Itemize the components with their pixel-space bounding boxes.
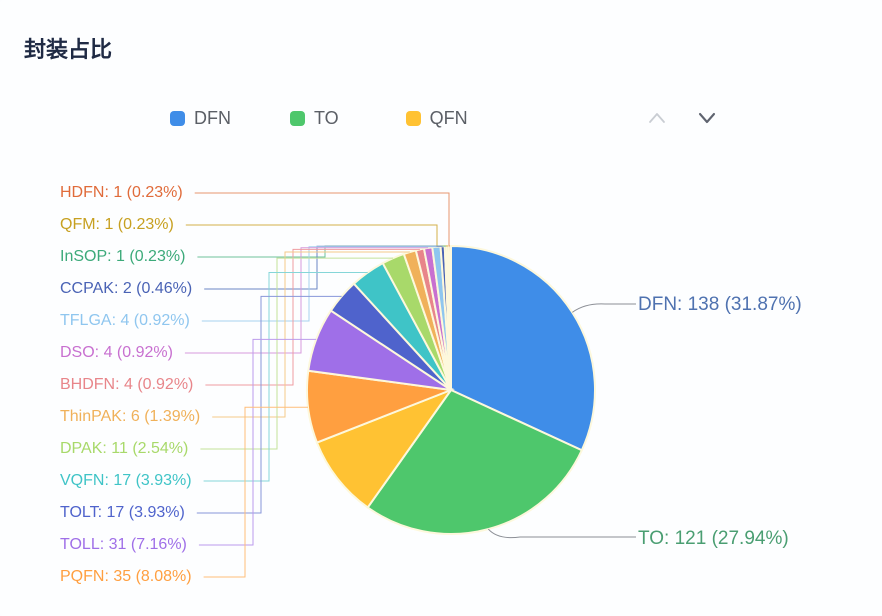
TOLT: TOLT: 17 (3.93%) xyxy=(60,505,185,521)
BHDFN: BHDFN: 4 (0.92%) xyxy=(60,377,193,393)
PQFN: PQFN: 35 (8.08%) xyxy=(60,569,192,585)
TO: TO: 121 (27.94%) xyxy=(638,529,789,548)
DPAK: DPAK: 11 (2.54%) xyxy=(60,441,188,457)
CCPAK: CCPAK: 2 (0.46%) xyxy=(60,281,192,297)
DSO: DSO: 4 (0.92%) xyxy=(60,345,173,361)
TOLL: TOLL: 31 (7.16%) xyxy=(60,537,187,553)
TFLGA: TFLGA: 4 (0.92%) xyxy=(60,313,190,329)
ThinPAK: ThinPAK: 6 (1.39%) xyxy=(60,409,200,425)
QFM: QFM: 1 (0.23%) xyxy=(60,217,174,233)
DFN: DFN: 138 (31.87%) xyxy=(638,295,802,314)
HDFN: HDFN: 1 (0.23%) xyxy=(60,185,183,201)
InSOP: InSOP: 1 (0.23%) xyxy=(60,249,185,265)
VQFN: VQFN: 17 (3.93%) xyxy=(60,473,192,489)
